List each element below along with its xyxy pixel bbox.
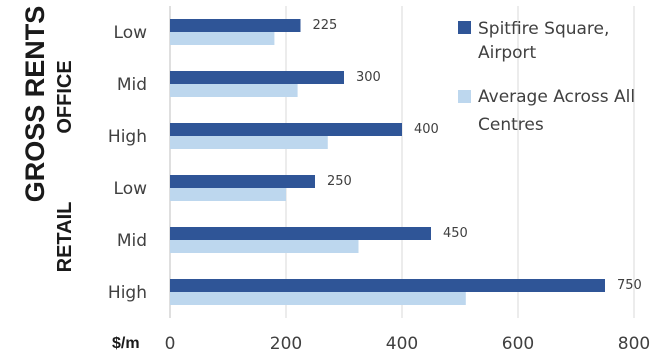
bar-spitfire-square bbox=[170, 175, 315, 188]
x-tick-label: 800 bbox=[618, 334, 650, 354]
x-tick-label: 400 bbox=[386, 334, 418, 354]
x-tick-label: 600 bbox=[502, 334, 534, 354]
data-label: 750 bbox=[617, 278, 642, 293]
bar-spitfire-square bbox=[170, 71, 344, 84]
category-label: Low bbox=[114, 179, 148, 199]
category-label: Low bbox=[114, 23, 148, 43]
x-tick-label: 200 bbox=[270, 334, 302, 354]
gridlines bbox=[169, 6, 635, 318]
data-label: 225 bbox=[313, 18, 338, 33]
legend-label-average-line2: Centres bbox=[478, 115, 544, 135]
legend: Spitfire Square, Airport Average Across … bbox=[458, 19, 635, 135]
bar-average-all-centres bbox=[170, 136, 328, 149]
bar-spitfire-square bbox=[170, 279, 605, 292]
group-label-retail: RETAIL bbox=[54, 202, 76, 273]
category-labels: Low Mid High Low Mid High bbox=[108, 23, 147, 303]
legend-label-spitfire-line1: Spitfire Square, bbox=[478, 19, 609, 39]
legend-label-spitfire-line2: Airport bbox=[478, 43, 537, 63]
bar-spitfire-square bbox=[170, 123, 402, 136]
data-label: 300 bbox=[356, 70, 381, 85]
bar-spitfire-square bbox=[170, 227, 431, 240]
bar-average-all-centres bbox=[170, 292, 466, 305]
category-label: Mid bbox=[117, 75, 147, 95]
group-label-office: OFFICE bbox=[54, 60, 76, 133]
bar-average-all-centres bbox=[170, 84, 298, 97]
data-label: 450 bbox=[443, 226, 468, 241]
x-tick-labels: 0 200 400 600 800 bbox=[165, 334, 651, 354]
data-labels: 225 300 400 250 450 750 bbox=[313, 18, 642, 293]
legend-swatch-average bbox=[458, 90, 471, 103]
bar-average-all-centres bbox=[170, 32, 275, 45]
bar-spitfire-square bbox=[170, 19, 301, 32]
data-label: 250 bbox=[327, 174, 352, 189]
bars bbox=[170, 19, 605, 305]
legend-label-average-line1: Average Across All bbox=[478, 87, 635, 107]
bar-average-all-centres bbox=[170, 240, 359, 253]
bar-average-all-centres bbox=[170, 188, 286, 201]
data-label: 400 bbox=[414, 122, 439, 137]
category-label: Mid bbox=[117, 231, 147, 251]
category-label: High bbox=[108, 283, 147, 303]
y-axis-title: GROSS RENTS bbox=[20, 6, 50, 203]
x-axis-unit: $/m bbox=[112, 335, 140, 352]
category-label: High bbox=[108, 127, 147, 147]
legend-swatch-spitfire bbox=[458, 21, 471, 34]
x-tick-label: 0 bbox=[165, 334, 176, 354]
